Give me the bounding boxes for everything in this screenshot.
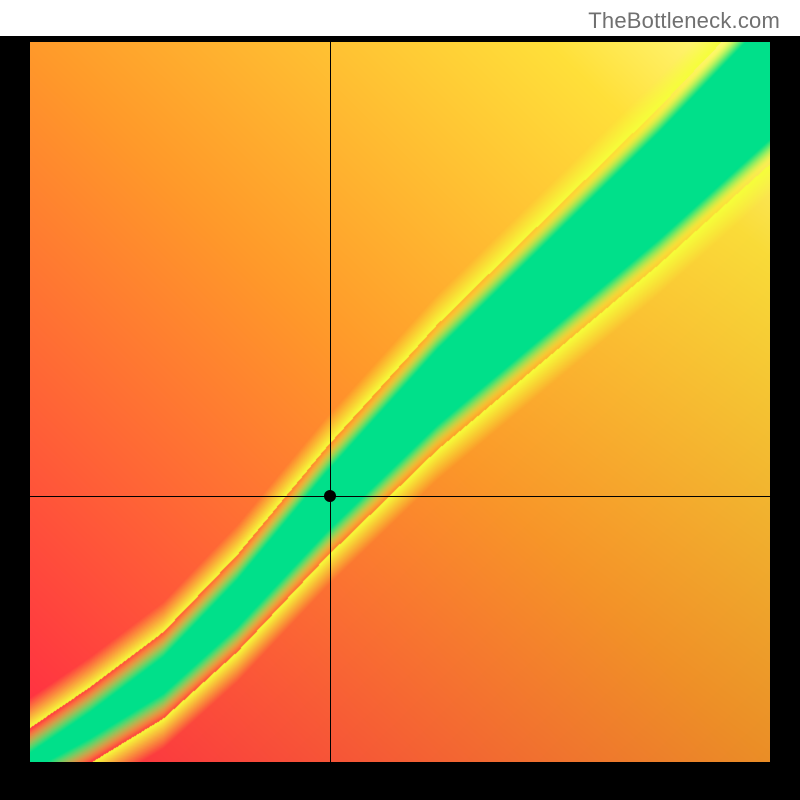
heatmap-canvas	[30, 42, 770, 762]
crosshair-horizontal	[30, 496, 770, 497]
crosshair-marker	[324, 490, 336, 502]
plot-frame	[0, 36, 800, 800]
root: TheBottleneck.com	[0, 0, 800, 800]
crosshair-vertical	[330, 42, 331, 762]
plot-area	[30, 42, 770, 762]
watermark-text: TheBottleneck.com	[588, 8, 780, 34]
